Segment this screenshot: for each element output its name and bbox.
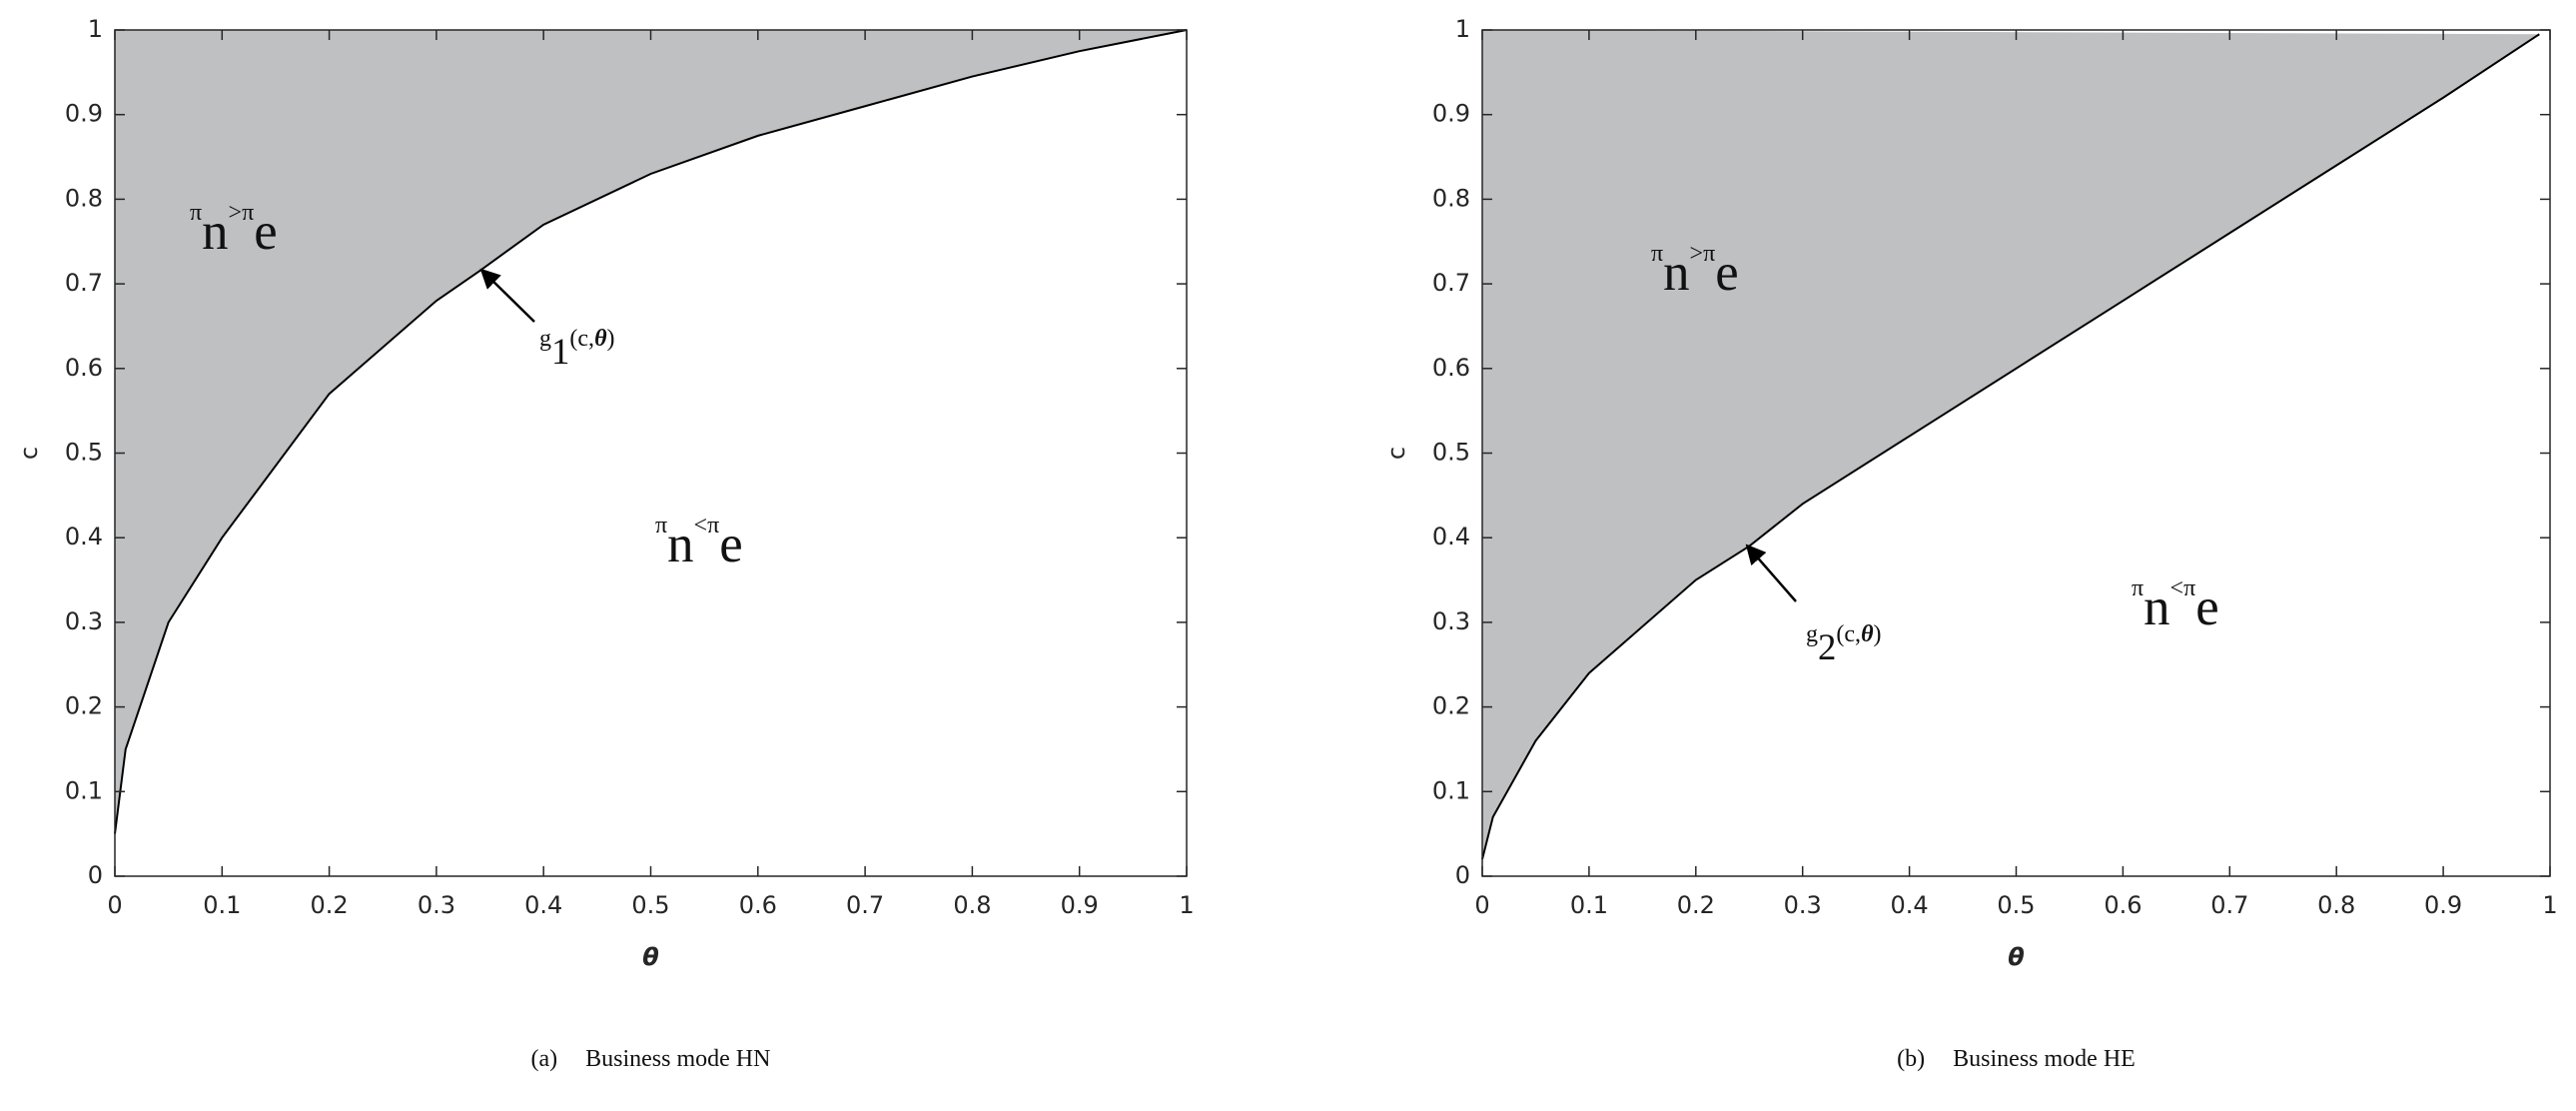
text-part: n <box>667 516 693 573</box>
text-part: π <box>707 513 719 539</box>
x-tick-label: 0.1 <box>203 891 241 919</box>
x-tick-label: 0 <box>1474 891 1489 919</box>
text-part: e <box>1715 244 1738 302</box>
region-label: πn<πe <box>655 513 743 574</box>
text-part: < <box>2170 575 2184 601</box>
text-part: g <box>539 326 551 352</box>
y-tick-label: 0.3 <box>1432 607 1470 635</box>
y-tick-label: 0.1 <box>1432 776 1470 804</box>
text-part: e <box>254 203 277 261</box>
x-tick-label: 0.9 <box>2424 891 2462 919</box>
y-tick-label: 0.3 <box>65 607 103 635</box>
x-tick-label: 0.4 <box>524 891 562 919</box>
y-tick-label: 0.2 <box>65 692 103 720</box>
annotation-arrow <box>479 268 535 323</box>
text-part: n <box>1663 244 1689 302</box>
y-tick-label: 0.5 <box>1432 439 1470 467</box>
text-part: g <box>1806 621 1818 647</box>
curve-label: g2(c,θ) <box>1806 621 1882 668</box>
y-tick-label: 0.9 <box>1432 100 1470 128</box>
x-axis-label: θ <box>2008 943 2025 971</box>
x-tick-label: 0.3 <box>1784 891 1822 919</box>
caption-label: (b) <box>1897 1046 1925 1072</box>
text-part: n <box>2144 578 2169 636</box>
text-part: (c, <box>569 326 594 352</box>
text-part: θ <box>594 326 607 352</box>
text-part: π <box>655 513 667 539</box>
y-tick-label: 0.8 <box>65 184 103 212</box>
text-part: π <box>2183 575 2195 601</box>
y-tick-label: 0.7 <box>65 269 103 297</box>
x-tick-label: 0 <box>107 891 122 919</box>
y-tick-label: 0.6 <box>1432 354 1470 382</box>
y-tick-label: 1 <box>1455 15 1470 43</box>
curve-label: g1(c,θ) <box>539 326 615 373</box>
y-tick-label: 0.6 <box>65 354 103 382</box>
text-part: π <box>242 200 254 226</box>
y-tick-label: 0.4 <box>1432 523 1470 551</box>
y-tick-label: 0.9 <box>65 100 103 128</box>
y-axis-label: c <box>15 447 43 460</box>
x-tick-label: 0.6 <box>739 891 777 919</box>
x-tick-label: 0.5 <box>1997 891 2035 919</box>
y-tick-label: 0.7 <box>1432 269 1470 297</box>
text-part: π <box>1651 241 1663 267</box>
text-part: ) <box>1874 621 1882 647</box>
x-tick-label: 0.1 <box>1570 891 1608 919</box>
annotation-arrow <box>1745 544 1797 602</box>
y-tick-label: 1 <box>88 15 103 43</box>
boundary-line <box>114 29 1188 834</box>
caption-text: Business mode HE <box>1953 1046 2136 1072</box>
text-part: π <box>2132 575 2144 601</box>
boundary-line <box>1481 33 2540 860</box>
x-axis-label: θ <box>642 943 659 971</box>
text-part: ) <box>607 326 615 352</box>
x-tick-label: 0.2 <box>311 891 349 919</box>
x-tick-label: 0.7 <box>846 891 884 919</box>
y-tick-label: 0.8 <box>1432 184 1470 212</box>
caption-label: (a) <box>531 1046 558 1072</box>
text-part: θ <box>1861 621 1874 647</box>
text-part: > <box>229 200 243 226</box>
text-part: π <box>1703 241 1715 267</box>
caption-text: Business mode HN <box>585 1046 770 1072</box>
text-part: n <box>202 203 228 261</box>
x-tick-label: 0.7 <box>2210 891 2248 919</box>
y-tick-label: 0.4 <box>65 523 103 551</box>
text-part: e <box>719 516 742 573</box>
y-tick-label: 0 <box>88 861 103 889</box>
x-tick-label: 0.9 <box>1061 891 1099 919</box>
y-tick-label: 0 <box>1455 861 1470 889</box>
text-part: (c, <box>1836 621 1861 647</box>
x-tick-label: 1 <box>2542 891 2557 919</box>
region-label: πn>πe <box>190 200 278 262</box>
text-part: > <box>1690 241 1704 267</box>
x-tick-label: 0.3 <box>418 891 455 919</box>
shaded-region <box>1482 30 2540 860</box>
text-part: e <box>2195 578 2218 636</box>
x-tick-label: 0.4 <box>1891 891 1929 919</box>
text-part: π <box>190 200 202 226</box>
y-tick-label: 0.2 <box>1432 692 1470 720</box>
text-part: 1 <box>551 332 569 373</box>
text-part: < <box>694 513 708 539</box>
x-tick-label: 1 <box>1179 891 1194 919</box>
caption: (b) Business mode HE <box>1897 1046 2136 1072</box>
x-tick-label: 0.2 <box>1677 891 1715 919</box>
region-label: πn<πe <box>2132 575 2219 637</box>
x-tick-label: 0.8 <box>953 891 991 919</box>
y-tick-label: 0.5 <box>65 439 103 467</box>
x-tick-label: 0.5 <box>631 891 669 919</box>
x-tick-label: 0.6 <box>2104 891 2142 919</box>
y-axis-label: c <box>1382 447 1410 460</box>
region-label: πn>πe <box>1651 241 1739 303</box>
text-part: 2 <box>1818 627 1836 668</box>
x-tick-label: 0.8 <box>2317 891 2355 919</box>
caption: (a) Business mode HN <box>531 1046 771 1072</box>
y-tick-label: 0.1 <box>65 776 103 804</box>
shaded-region <box>115 30 1187 834</box>
